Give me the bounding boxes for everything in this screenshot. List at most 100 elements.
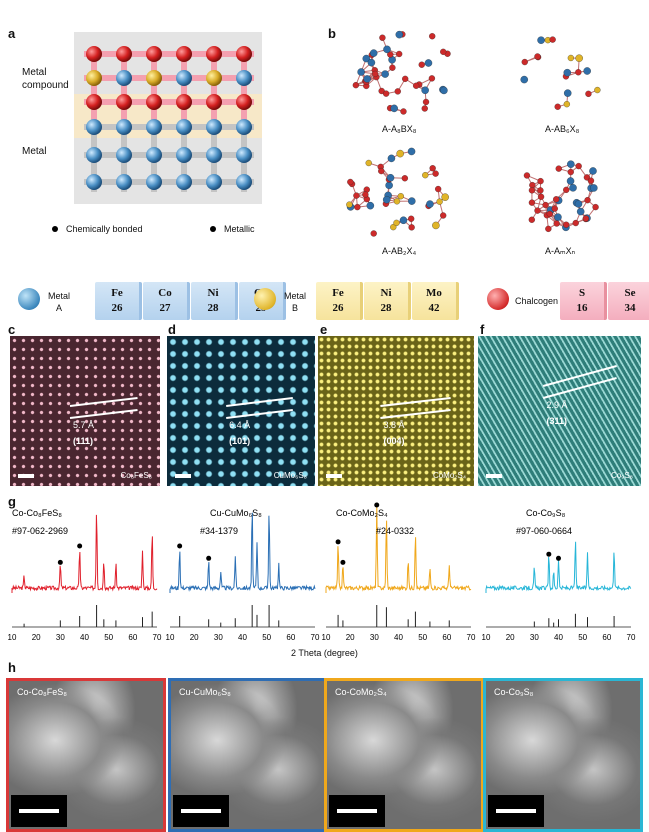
panel-label-g: g bbox=[8, 494, 16, 509]
atom bbox=[86, 46, 102, 62]
peak-marker bbox=[206, 555, 212, 561]
atom bbox=[206, 174, 222, 190]
atom bbox=[146, 94, 162, 110]
element-tile: Mo 42 bbox=[412, 282, 459, 320]
scale-bar bbox=[486, 474, 502, 478]
atom bbox=[86, 174, 102, 190]
atom bbox=[176, 119, 192, 135]
atom bbox=[116, 119, 132, 135]
crystal-structures-svg bbox=[346, 30, 601, 237]
pattern-reference: #24-0332 bbox=[376, 526, 414, 536]
atom bbox=[236, 147, 252, 163]
chalcogen-sphere-icon bbox=[487, 288, 509, 310]
atom bbox=[176, 46, 192, 62]
xrd-pattern: 10 20 30 40 50 60 70 Co-Co₈FeS₈ #97-062-2969 bbox=[8, 508, 162, 642]
x-tick-label: 50 bbox=[104, 633, 113, 642]
x-tick-label: 20 bbox=[32, 633, 41, 642]
metal-a-sphere-icon bbox=[18, 288, 40, 310]
metal-b-label: Metal B bbox=[284, 291, 307, 313]
atom bbox=[146, 174, 162, 190]
x-tick-label: 40 bbox=[554, 633, 563, 642]
atom bbox=[86, 119, 102, 135]
lattice-schematic bbox=[74, 32, 262, 204]
atom bbox=[146, 119, 162, 135]
sem-image: Co-Co₉S₈ bbox=[483, 678, 643, 832]
x-tick-label: 20 bbox=[190, 633, 199, 642]
x-tick-label: 10 bbox=[482, 633, 491, 642]
element-symbol: Ni bbox=[380, 287, 392, 299]
element-tile: Co 27 bbox=[143, 282, 190, 320]
pattern-name: Co-CoMo₂S₄ bbox=[336, 508, 388, 518]
atomic-number: 27 bbox=[159, 302, 171, 314]
element-symbol: Fe bbox=[111, 287, 123, 299]
atom bbox=[116, 174, 132, 190]
sem-label: Co-Co₈FeS₈ bbox=[17, 687, 67, 697]
atomic-number: 26 bbox=[332, 302, 344, 314]
scale-bar bbox=[18, 474, 34, 478]
xrd-pattern: 10 20 30 40 50 60 70 Cu-CuMo₆S₈ #34-1379 bbox=[166, 508, 320, 642]
element-tile: Se 34 bbox=[608, 282, 649, 320]
atom bbox=[206, 94, 222, 110]
element-symbol: Mo bbox=[426, 287, 442, 299]
atom bbox=[146, 70, 162, 86]
atom bbox=[236, 70, 252, 86]
atom bbox=[176, 147, 192, 163]
pattern-reference: #97-062-2969 bbox=[12, 526, 68, 536]
tem-material: Co₈FeS₈ bbox=[120, 471, 152, 480]
x-tick-label: 50 bbox=[578, 633, 587, 642]
atom bbox=[86, 94, 102, 110]
sem-image: Co-CoMo₂S₄ bbox=[324, 678, 484, 832]
tem-image: 2.9 Å (311) Co₉S₈ bbox=[478, 336, 641, 486]
lattice-plane: (101) bbox=[229, 436, 251, 446]
x-tick-label: 10 bbox=[322, 633, 331, 642]
panel-label-d: d bbox=[168, 322, 176, 337]
pattern-name: Cu-CuMo₆S₈ bbox=[210, 508, 262, 518]
pattern-name: Co-Co₉S₈ bbox=[526, 508, 566, 518]
element-tile: Ni 28 bbox=[364, 282, 411, 320]
panel-label-e: e bbox=[320, 322, 328, 337]
structure-label-3: A-AB₂X₄ bbox=[382, 246, 417, 256]
element-tile: Ni 28 bbox=[191, 282, 238, 320]
atom bbox=[206, 70, 222, 86]
atomic-number: 26 bbox=[111, 302, 123, 314]
peak-marker bbox=[556, 555, 561, 561]
panel-label-a: a bbox=[8, 26, 16, 41]
pattern-name: Co-Co₈FeS₈ bbox=[12, 508, 62, 518]
x-tick-label: 40 bbox=[80, 633, 89, 642]
sem-label: Co-Co₉S₈ bbox=[494, 687, 534, 697]
x-tick-label: 30 bbox=[530, 633, 539, 642]
panel-label-c: c bbox=[8, 322, 16, 337]
x-tick-label: 60 bbox=[602, 633, 611, 642]
legend-metallic: Metallic bbox=[210, 224, 255, 234]
atom bbox=[86, 70, 102, 86]
atom bbox=[146, 147, 162, 163]
metal-a-label: Metal A bbox=[48, 291, 71, 313]
atom bbox=[236, 119, 252, 135]
atom bbox=[176, 70, 192, 86]
x-tick-label: 40 bbox=[238, 633, 247, 642]
sem-image: Co-Co₈FeS₈ bbox=[6, 678, 166, 832]
x-tick-label: 70 bbox=[627, 633, 636, 642]
pattern-reference: #97-060-0664 bbox=[516, 526, 572, 536]
scale-bar bbox=[329, 795, 385, 827]
sem-label: Co-CoMo₂S₄ bbox=[335, 687, 387, 697]
x-tick-label: 20 bbox=[506, 633, 515, 642]
panel-label-b: b bbox=[328, 26, 336, 41]
element-tile: Fe 26 bbox=[95, 282, 142, 320]
x-tick-label: 10 bbox=[8, 633, 17, 642]
sem-image: Cu-CuMo₆S₈ bbox=[168, 678, 328, 832]
structure-label-4: A-AₘXₙ bbox=[545, 246, 576, 256]
lattice-plane: (311) bbox=[546, 416, 567, 426]
x-tick-label: 70 bbox=[467, 633, 476, 642]
scale-bar bbox=[326, 474, 342, 478]
x-tick-label: 20 bbox=[346, 633, 355, 642]
x-tick-label: 50 bbox=[418, 633, 427, 642]
metal-label: Metal bbox=[22, 146, 47, 157]
atom bbox=[116, 94, 132, 110]
atomic-number: 16 bbox=[576, 302, 588, 314]
atom bbox=[236, 174, 252, 190]
atom bbox=[146, 46, 162, 62]
lattice-grid-svg bbox=[84, 46, 254, 192]
element-tile: Fe 26 bbox=[316, 282, 363, 320]
element-tile: S 16 bbox=[560, 282, 607, 320]
